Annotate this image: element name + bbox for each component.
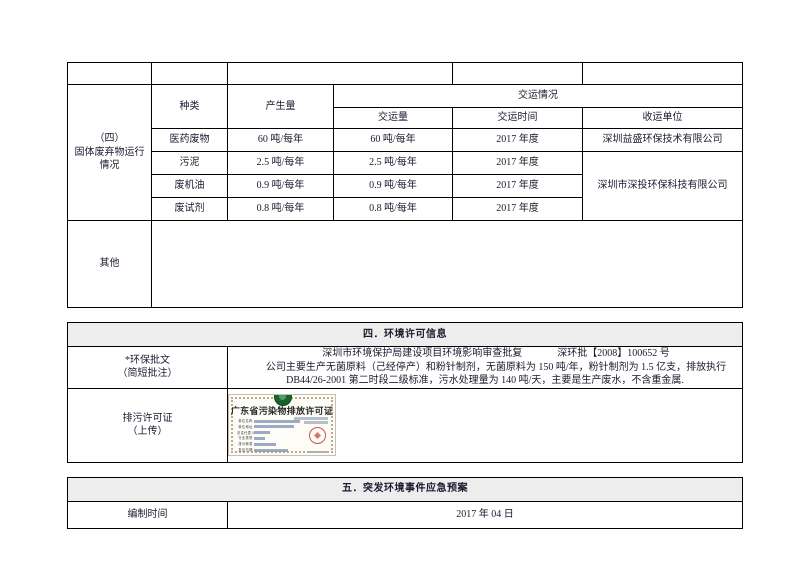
certificate-field-label: 发证日期 <box>238 448 253 453</box>
column-group-header-delivery: 交运情况 <box>333 84 743 108</box>
approval-label: *环保批文 （简短批注） <box>67 346 228 389</box>
approval-text-line1-b: 深环批【2008】100652 号 <box>557 348 670 359</box>
table-row: 污泥 2.5 吨/每年 2.5 吨/每年 2017 年度 深圳市深投环保科技有限… <box>68 151 743 221</box>
blank-cell-3 <box>452 62 583 85</box>
approval-label-line1: *环保批文 <box>125 354 170 366</box>
cell-delivered-time: 2017 年度 <box>452 197 583 221</box>
certificate-field-value <box>254 425 294 429</box>
approval-label-line2: （简短批注） <box>117 368 178 380</box>
certificate-field-row: 发证日期 <box>237 448 327 452</box>
cell-category: 污泥 <box>151 151 228 175</box>
section-five-heading-row: 五．突发环境事件应急预案 <box>66 476 744 502</box>
certificate-field-label: 单位地址 <box>238 424 253 429</box>
compile-time-row: 编制时间 2017 年 04 日 <box>67 500 744 529</box>
column-header-category: 种类 <box>151 84 228 129</box>
permit-label-line2: （上传） <box>127 426 168 437</box>
certificate-number-line-1 <box>294 417 328 420</box>
other-label: 其他 <box>67 220 152 308</box>
blank-cell-1 <box>151 62 228 85</box>
row-label-line3: 情况 <box>99 160 120 172</box>
permit-label-line1: 排污许可证 <box>122 412 173 424</box>
document-body: （四） 固体废弃物运行 情况 种类 产生量 交运情况 交运量 交运时间 收运单位… <box>66 62 744 529</box>
cell-receiving-unit-merged: 深圳市深投环保科技有限公司 <box>582 151 743 221</box>
cell-category: 废试剂 <box>151 197 228 221</box>
certificate-field-row: 法定代表人 <box>237 431 327 435</box>
blank-cell-2 <box>227 62 453 85</box>
certificate-field-label: 法定代表人 <box>237 430 255 435</box>
certificate-field-label: 排污种类 <box>238 442 253 447</box>
table-row: 废机油 0.9 吨/每年 0.9 吨/每年 2017 年度 <box>68 174 743 198</box>
pollutant-discharge-permit-image[interactable]: 广东省污染物排放许可证 单位名称 单位地址 <box>228 394 336 456</box>
blank-cell-0 <box>67 62 152 85</box>
cell-category: 废机油 <box>151 174 228 198</box>
permit-image-cell: 广东省污染物排放许可证 单位名称 单位地址 <box>226 387 744 463</box>
cell-delivered-amount: 0.9 吨/每年 <box>333 174 453 198</box>
cell-generation: 0.8 吨/每年 <box>227 197 334 221</box>
certificate-field-list: 单位名称 单位地址 法定代表人 <box>237 419 327 454</box>
certificate-title: 广东省污染物排放许可证 <box>230 406 334 416</box>
certificate-field-value <box>254 419 300 423</box>
section-four-table: 四．环境许可信息 *环保批文 （简短批注） 深圳市环境保护局建设项目环境影响审查… <box>66 322 744 463</box>
approval-text-line3: DB44/26-2001 第二时段二级标准，污水处理量为 140 吨/天，主要是… <box>286 375 684 386</box>
cell-generation: 2.5 吨/每年 <box>227 151 334 175</box>
certificate-field-value <box>254 431 270 435</box>
certificate-field-value <box>254 448 288 452</box>
certificate-field-label: 单位名称 <box>238 419 253 423</box>
cell-category: 医药废物 <box>151 128 228 152</box>
row-label-line2: 固体废弃物运行 <box>74 146 145 158</box>
certificate-field-row: 单位地址 <box>237 425 327 429</box>
cell-delivered-time: 2017 年度 <box>452 174 583 198</box>
other-row: 其他 <box>67 220 743 308</box>
compile-time-label: 编制时间 <box>67 500 228 529</box>
column-header-delivered-time: 交运时间 <box>452 107 583 129</box>
approval-text-line1: 深圳市环境保护局建设项目环境影响审查批复 深环批【2008】100652 号 <box>228 347 742 361</box>
certificate-footer-line <box>307 451 329 453</box>
section-five-heading: 五．突发环境事件应急预案 <box>66 476 744 502</box>
cell-delivered-amount: 60 吨/每年 <box>333 128 453 152</box>
cell-receiving-unit: 深圳益盛环保技术有限公司 <box>582 128 743 152</box>
cell-generation: 60 吨/每年 <box>227 128 334 152</box>
certificate-field-row: 行业类别 <box>237 436 327 440</box>
row-label-line1: （四） <box>94 133 125 145</box>
certificate-field-label: 行业类别 <box>238 436 253 441</box>
certificate-field-value <box>254 437 265 441</box>
section-four-heading: 四．环境许可信息 <box>66 322 744 347</box>
red-official-stamp-icon <box>309 427 326 444</box>
column-header-delivered-amount: 交运量 <box>333 107 453 129</box>
certificate-field-value <box>254 442 276 446</box>
permit-row: 排污许可证 （上传） 广东省污染物排放许可证 单位名称 <box>67 387 744 463</box>
section-four-heading-row: 四．环境许可信息 <box>66 322 744 347</box>
approval-text-line2: 公司主要生产无菌原料（己经停产）和粉针制剂，无菌原料为 150 吨/年，粉针制剂… <box>265 361 727 373</box>
table-subheader-row: 交运量 交运时间 收运单位 <box>68 107 743 129</box>
certificate-number-line-2 <box>304 421 328 424</box>
solid-waste-row-label: （四） 固体废弃物运行 情况 <box>67 84 152 221</box>
cell-delivered-time: 2017 年度 <box>452 151 583 175</box>
cell-delivered-time: 2017 年度 <box>452 128 583 152</box>
compile-time-value: 2017 年 04 日 <box>226 500 744 529</box>
table-header-row: （四） 固体废弃物运行 情况 种类 产生量 交运情况 <box>67 84 743 221</box>
certificate-field-row: 排污种类 <box>237 442 327 446</box>
section-five-table: 五．突发环境事件应急预案 编制时间 2017 年 04 日 <box>66 476 744 529</box>
table-row: 医药废物 60 吨/每年 60 吨/每年 2017 年度 深圳益盛环保技术有限公… <box>68 128 743 152</box>
cell-delivered-amount: 2.5 吨/每年 <box>333 151 453 175</box>
other-value <box>151 220 743 308</box>
permit-label: 排污许可证 （上传） <box>67 387 228 463</box>
approval-text-line1-a: 深圳市环境保护局建设项目环境影响审查批复 <box>322 348 523 359</box>
column-header-generation: 产生量 <box>227 84 334 129</box>
table-blank-row <box>67 62 743 85</box>
column-header-receiving-unit: 收运单位 <box>582 107 743 129</box>
cell-generation: 0.9 吨/每年 <box>227 174 334 198</box>
approval-row: *环保批文 （简短批注） 深圳市环境保护局建设项目环境影响审查批复 深环批【20… <box>67 346 744 389</box>
certificate-field-row: 单位名称 <box>237 419 327 423</box>
blank-cell-4 <box>582 62 743 85</box>
approval-text: 深圳市环境保护局建设项目环境影响审查批复 深环批【2008】100652 号 公… <box>226 346 744 389</box>
solid-waste-table: （四） 固体废弃物运行 情况 种类 产生量 交运情况 交运量 交运时间 收运单位… <box>67 62 743 308</box>
cell-delivered-amount: 0.8 吨/每年 <box>333 197 453 221</box>
